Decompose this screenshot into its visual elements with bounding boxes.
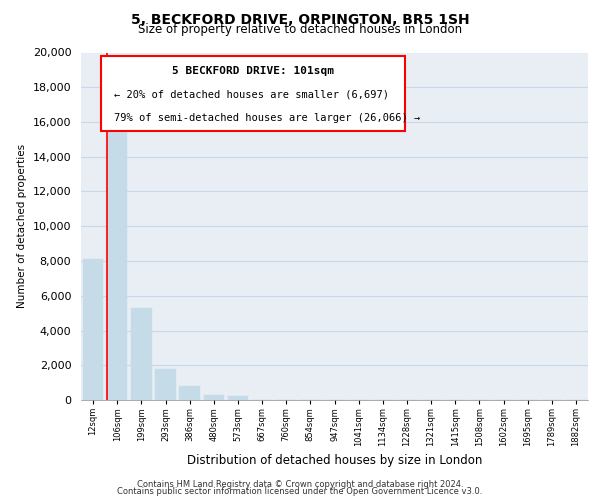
Text: 5, BECKFORD DRIVE, ORPINGTON, BR5 1SH: 5, BECKFORD DRIVE, ORPINGTON, BR5 1SH bbox=[131, 12, 469, 26]
Text: ← 20% of detached houses are smaller (6,697): ← 20% of detached houses are smaller (6,… bbox=[114, 90, 389, 100]
Text: 79% of semi-detached houses are larger (26,066) →: 79% of semi-detached houses are larger (… bbox=[114, 113, 420, 123]
X-axis label: Distribution of detached houses by size in London: Distribution of detached houses by size … bbox=[187, 454, 482, 468]
Text: Size of property relative to detached houses in London: Size of property relative to detached ho… bbox=[138, 22, 462, 36]
Text: 5 BECKFORD DRIVE: 101sqm: 5 BECKFORD DRIVE: 101sqm bbox=[172, 66, 334, 76]
Bar bbox=[227, 396, 248, 400]
Text: Contains public sector information licensed under the Open Government Licence v3: Contains public sector information licen… bbox=[118, 487, 482, 496]
Text: Contains HM Land Registry data © Crown copyright and database right 2024.: Contains HM Land Registry data © Crown c… bbox=[137, 480, 463, 489]
Bar bbox=[155, 368, 176, 400]
Bar bbox=[107, 112, 127, 400]
FancyBboxPatch shape bbox=[101, 56, 406, 130]
Bar bbox=[131, 308, 152, 400]
Bar bbox=[83, 260, 103, 400]
Bar bbox=[179, 386, 200, 400]
Bar bbox=[203, 395, 224, 400]
Y-axis label: Number of detached properties: Number of detached properties bbox=[17, 144, 27, 308]
